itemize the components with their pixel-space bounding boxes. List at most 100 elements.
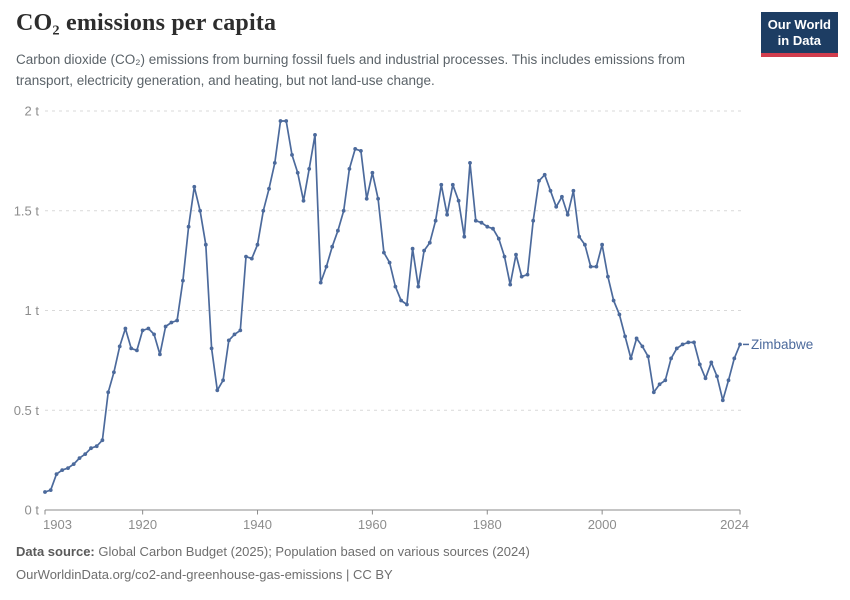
data-point-marker — [588, 264, 593, 269]
data-point-marker — [554, 204, 559, 209]
data-point-marker — [89, 446, 93, 451]
data-point-marker — [399, 298, 403, 303]
data-point-marker — [571, 188, 576, 193]
data-point-marker — [278, 119, 283, 123]
data-point-marker — [680, 342, 685, 347]
data-point-marker — [577, 234, 582, 239]
data-point-marker — [703, 376, 708, 381]
data-point-marker — [43, 490, 47, 494]
data-point-marker — [318, 280, 323, 285]
data-point-marker — [83, 452, 88, 456]
x-tick-label: 1920 — [128, 517, 157, 532]
data-point-marker — [485, 224, 490, 229]
y-tick-label: 0.5 t — [14, 403, 40, 418]
data-point-marker — [364, 196, 369, 201]
data-point-marker — [376, 196, 380, 201]
data-point-marker — [634, 336, 639, 341]
data-point-marker — [606, 274, 610, 279]
data-point-marker — [295, 170, 300, 175]
data-point-marker — [405, 302, 409, 307]
y-tick-label: 1 t — [25, 303, 40, 318]
data-point-marker — [594, 264, 599, 269]
x-tick-label: 1940 — [243, 517, 272, 532]
data-point-marker — [301, 198, 306, 203]
data-point-marker — [617, 312, 622, 317]
data-point-marker — [720, 398, 725, 403]
data-point-marker — [514, 252, 518, 257]
y-tick-label: 2 t — [25, 104, 40, 119]
data-point-marker — [565, 212, 570, 217]
y-tick-label: 0 t — [25, 503, 40, 518]
data-point-marker — [669, 356, 673, 361]
data-point-marker — [686, 340, 691, 345]
data-point-marker — [709, 360, 714, 365]
data-point-marker — [106, 390, 111, 395]
data-point-marker — [468, 161, 472, 165]
data-source-text: Global Carbon Budget (2025); Population … — [94, 544, 530, 559]
data-point-marker — [267, 186, 271, 191]
data-point-marker — [738, 342, 742, 347]
chart-subtitle: Carbon dioxide (CO₂) emissions from burn… — [16, 52, 686, 88]
data-point-marker — [152, 332, 157, 337]
data-point-marker — [674, 346, 679, 351]
data-point-marker — [209, 346, 214, 351]
data-point-marker — [542, 172, 547, 177]
data-point-marker — [215, 388, 220, 393]
data-point-marker — [347, 167, 352, 171]
data-point-marker — [410, 246, 415, 251]
data-point-marker — [198, 208, 203, 213]
data-point-marker — [336, 228, 340, 233]
owid-logo-line1: Our World — [767, 17, 831, 32]
data-point-marker — [123, 326, 128, 331]
data-point-marker — [433, 218, 438, 223]
data-point-marker — [77, 456, 82, 460]
data-point-marker — [192, 184, 197, 189]
data-point-marker — [232, 332, 237, 337]
data-point-marker — [48, 488, 53, 492]
x-tick-label: 1980 — [473, 517, 502, 532]
data-point-marker — [71, 462, 76, 466]
x-tick-label: 1903 — [43, 517, 72, 532]
data-point-marker — [387, 260, 392, 265]
data-point-marker — [651, 390, 656, 395]
data-point-marker — [646, 354, 650, 359]
data-point-marker — [249, 256, 254, 261]
data-point-marker — [359, 149, 363, 153]
data-point-marker — [427, 240, 432, 245]
data-point-marker — [140, 328, 145, 333]
data-point-marker — [203, 242, 208, 247]
data-point-marker — [370, 170, 375, 175]
data-point-marker — [525, 272, 530, 277]
data-point-marker — [491, 226, 495, 231]
data-point-marker — [473, 218, 478, 223]
data-point-marker — [186, 224, 191, 229]
data-point-marker — [508, 282, 513, 287]
data-point-marker — [732, 356, 737, 361]
data-point-marker — [261, 208, 266, 213]
data-point-marker — [158, 352, 162, 357]
data-point-marker — [169, 320, 174, 325]
data-point-marker — [697, 362, 702, 367]
data-point-marker — [290, 153, 294, 157]
owid-logo[interactable]: Our World in Data — [760, 12, 838, 57]
data-point-marker — [163, 324, 168, 329]
data-point-marker — [66, 466, 70, 470]
data-point-marker — [445, 212, 449, 217]
series-entity-label[interactable]: Zimbabwe — [751, 337, 813, 352]
data-point-marker — [129, 346, 134, 351]
license-line: OurWorldinData.org/co2-and-greenhouse-ga… — [16, 567, 393, 582]
series-line-zimbabwe — [44, 120, 741, 493]
owid-logo-line2: in Data — [777, 33, 822, 48]
data-point-marker — [353, 147, 358, 151]
data-point-marker — [611, 298, 616, 303]
data-point-marker — [313, 133, 317, 137]
chart-footer: Data source: Global Carbon Budget (2025)… — [16, 540, 530, 586]
data-point-marker — [272, 161, 277, 165]
data-point-marker — [479, 220, 484, 225]
data-point-marker — [330, 244, 335, 249]
data-point-marker — [307, 167, 312, 171]
data-point-marker — [112, 370, 116, 375]
data-point-marker — [382, 250, 386, 255]
